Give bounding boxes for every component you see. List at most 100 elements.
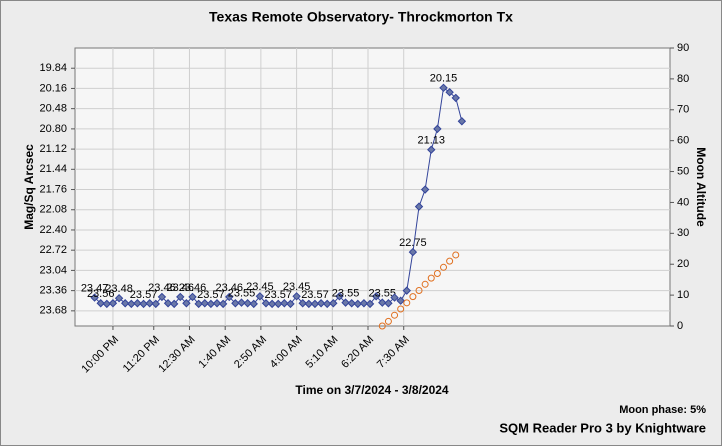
moon-phase: Moon phase: 5% (619, 404, 706, 416)
y-tick-label: 21.76 (39, 183, 67, 195)
data-point (133, 299, 142, 308)
data-point (188, 292, 197, 302)
data-point (145, 299, 154, 308)
y-tick-label: 22.08 (39, 204, 67, 216)
data-label: 23.48 (105, 283, 133, 295)
data-point (261, 299, 271, 308)
data-point (292, 292, 301, 301)
data-point (433, 269, 441, 277)
data-point (433, 124, 442, 134)
data-point (445, 88, 454, 97)
data-point (114, 293, 124, 303)
data-label: 23.46 (179, 282, 207, 294)
data-point (427, 274, 435, 282)
data-point (371, 292, 381, 301)
data-point (255, 292, 265, 301)
data-point (421, 280, 429, 288)
data-point (151, 299, 161, 309)
y2-tick-label: 50 (677, 165, 689, 177)
y2-tick-label: 30 (677, 227, 689, 239)
data-point (169, 299, 179, 309)
data-point (212, 299, 222, 308)
data-point (384, 317, 392, 325)
data-label: 20.15 (430, 73, 458, 85)
y-tick-label: 23.36 (39, 285, 67, 297)
data-point (440, 263, 448, 271)
y2-tick-label: 20 (677, 258, 689, 270)
y2-tick-label: 60 (677, 135, 689, 147)
data-point (108, 299, 118, 308)
data-point (396, 296, 405, 305)
data-point (127, 299, 136, 309)
data-label: 23.46 (215, 282, 243, 294)
data-point (182, 299, 191, 308)
y-tick-label: 21.44 (39, 163, 67, 175)
data-point (243, 299, 252, 308)
data-point (310, 299, 320, 309)
data-point (384, 299, 393, 308)
data-point (139, 299, 148, 309)
y-tick-label: 20.80 (39, 123, 67, 135)
data-point (163, 299, 173, 308)
data-point (329, 299, 338, 308)
chart-title: Texas Remote Observatory- Throckmorton T… (209, 9, 513, 25)
data-label: 23.55 (369, 288, 397, 300)
y2-tick-label: 0 (677, 320, 683, 332)
y-tick-label: 23.68 (39, 305, 67, 317)
y2-tick-label: 10 (677, 289, 689, 301)
data-point (415, 286, 423, 294)
data-point (225, 292, 234, 302)
data-point (359, 299, 369, 308)
y-tick-label: 23.04 (39, 264, 67, 276)
footer: SQM Reader Pro 3 by Knightware (499, 420, 706, 435)
data-point (335, 292, 344, 301)
y2-tick-label: 40 (677, 196, 689, 208)
data-point (286, 299, 295, 309)
data-point (231, 299, 240, 308)
data-point (298, 299, 307, 308)
y-tick-label: 20.48 (39, 103, 67, 115)
data-point (237, 298, 246, 307)
y2-tick-label: 90 (677, 42, 689, 54)
data-point (451, 93, 460, 103)
data-point (391, 311, 399, 319)
data-label: 23.55 (332, 288, 360, 300)
data-point (200, 299, 209, 308)
data-point (157, 292, 167, 302)
data-label: 23.46 (167, 282, 195, 294)
y2-axis-title: Moon Altitude (694, 147, 708, 227)
data-label: 23.46 (148, 282, 176, 294)
data-point (96, 299, 105, 308)
y-axis-title: Mag/Sq Arcsec (22, 144, 36, 230)
data-point (218, 299, 228, 309)
data-point (322, 299, 332, 309)
data-point (439, 83, 448, 93)
data-point (390, 293, 399, 302)
data-point (427, 145, 436, 154)
data-point (102, 299, 112, 309)
data-point (267, 299, 277, 309)
data-point (402, 286, 411, 295)
data-point (341, 298, 350, 307)
y-tick-label: 19.84 (39, 62, 67, 74)
data-label: 23.57 (264, 289, 292, 301)
data-point (457, 117, 467, 126)
data-label: 22.75 (399, 237, 427, 249)
data-point (194, 299, 203, 309)
data-point (420, 185, 430, 194)
data-point (409, 293, 417, 301)
data-point (90, 293, 99, 302)
y2-tick-label: 70 (677, 104, 689, 116)
y-tick-label: 22.40 (39, 224, 67, 236)
plot-area (74, 47, 671, 327)
y-tick-label: 22.72 (39, 244, 67, 256)
data-point (408, 247, 418, 257)
data-point (353, 299, 363, 309)
data-point (274, 299, 283, 309)
data-point (280, 299, 289, 308)
data-point (365, 299, 375, 309)
data-point (446, 257, 454, 265)
data-point (304, 299, 314, 309)
data-label: 23.45 (283, 281, 311, 293)
